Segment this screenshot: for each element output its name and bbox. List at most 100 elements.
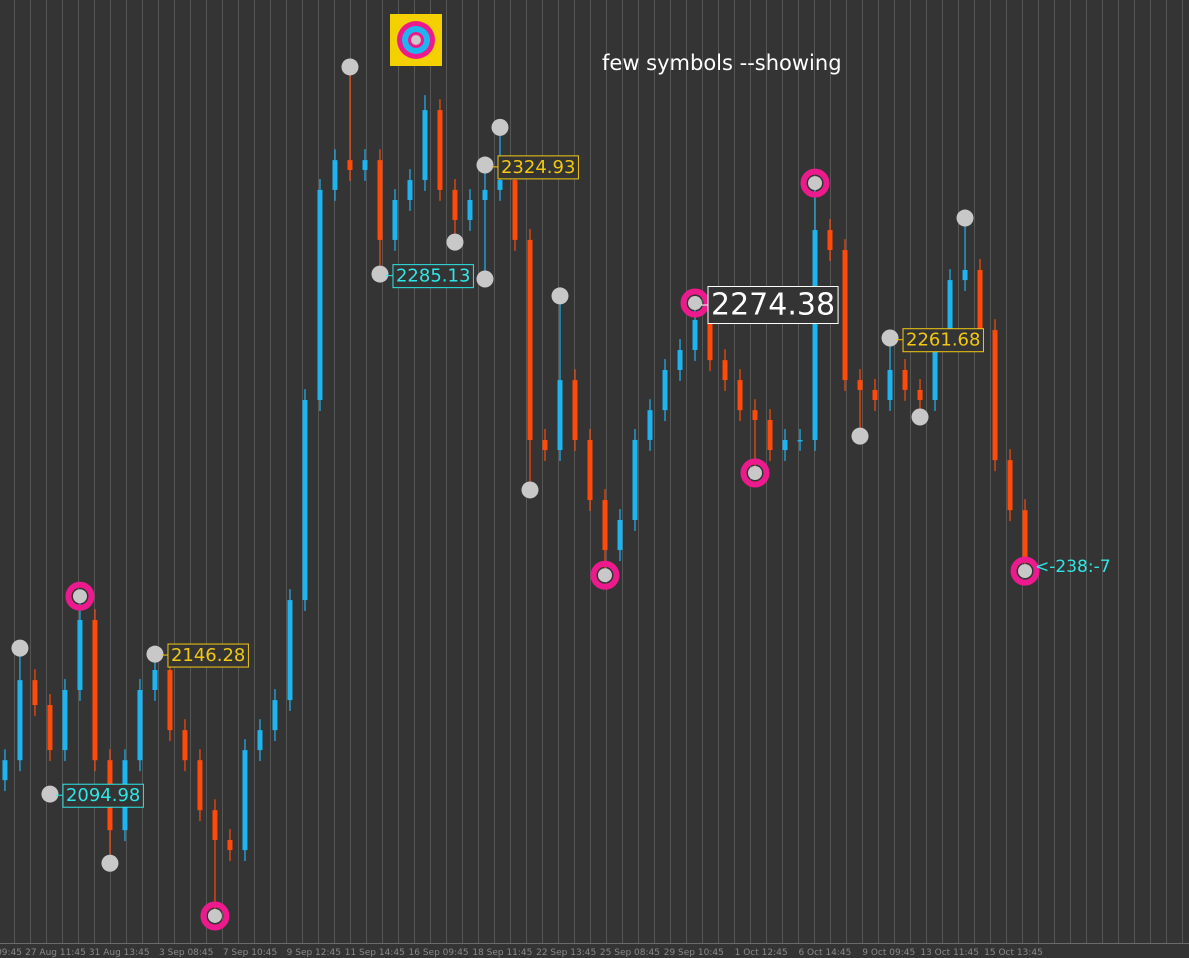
swing-point	[491, 118, 509, 136]
candle-body	[902, 369, 908, 390]
candle-body	[542, 439, 548, 451]
candle-body	[137, 689, 143, 761]
candle-body	[287, 600, 293, 701]
candle-body	[752, 410, 758, 420]
major-point-dot	[207, 908, 222, 923]
candle-body	[497, 180, 503, 190]
candle-body	[392, 200, 398, 240]
candle-body	[857, 380, 863, 390]
candle-body	[422, 110, 428, 181]
candle-body	[872, 389, 878, 401]
candle-body	[362, 160, 368, 170]
candle-body	[722, 360, 728, 381]
candle-body	[47, 705, 53, 751]
candle-body	[632, 439, 638, 521]
price-label: 2274.38	[711, 288, 835, 323]
candle-body	[737, 380, 743, 411]
x-tick-label: 1 Oct 12:45	[735, 948, 788, 958]
swing-point	[881, 329, 899, 347]
x-tick-label: 6 Oct 14:45	[798, 948, 851, 958]
major-point-dot	[72, 589, 87, 604]
swing-point	[551, 287, 569, 305]
candle-body	[272, 700, 278, 731]
candle-body	[1007, 460, 1013, 511]
candle-body	[437, 110, 443, 190]
major-point	[65, 581, 95, 611]
x-tick-label: 13 Oct 11:45	[920, 948, 979, 958]
x-tick-label: 31 Aug 13:45	[89, 948, 150, 958]
major-point-dot	[1018, 564, 1033, 579]
candle-body	[767, 419, 773, 451]
candle-body	[572, 380, 578, 440]
x-tick-label: 09:45	[0, 948, 22, 958]
price-label: 2146.28	[171, 645, 245, 666]
candle-body	[662, 369, 668, 411]
price-label-box	[707, 286, 839, 325]
x-tick-label: 15 Oct 13:45	[984, 948, 1043, 958]
candle-body	[692, 319, 698, 351]
candle-body	[887, 369, 893, 401]
candle-body	[977, 269, 983, 331]
candle-body	[617, 520, 623, 551]
candle-body	[917, 389, 923, 401]
candle-body	[317, 189, 323, 401]
swing-point	[476, 156, 494, 174]
swing-point	[371, 265, 389, 283]
candle-body	[527, 239, 533, 440]
x-tick-label: 3 Sep 08:45	[159, 948, 213, 958]
candle-body	[17, 680, 23, 761]
x-tick-label: 25 Sep 08:45	[600, 948, 660, 958]
major-point-dot	[748, 466, 763, 481]
swing-point	[911, 408, 929, 426]
swing-point	[341, 58, 359, 76]
candle-body	[812, 230, 818, 440]
candle-body	[32, 680, 38, 705]
x-tick-label: 18 Sep 11:45	[472, 948, 532, 958]
swing-point	[851, 427, 869, 445]
price-label: 2094.98	[66, 785, 140, 806]
candle-body	[347, 160, 353, 170]
candle-body	[1022, 510, 1028, 561]
candle-body	[452, 189, 458, 220]
top-icon-dot	[411, 35, 421, 45]
candle-body	[467, 200, 473, 220]
swing-point	[521, 481, 539, 499]
major-point	[590, 560, 620, 590]
x-tick-label: 11 Sep 14:45	[345, 948, 405, 958]
major-point	[740, 458, 770, 488]
candle-body	[332, 160, 338, 190]
swing-point	[11, 639, 29, 657]
major-point	[1010, 556, 1040, 586]
candle-body	[77, 620, 83, 690]
major-point-dot	[688, 296, 703, 311]
candle-body	[62, 689, 68, 751]
chart-title: few symbols --showing	[602, 51, 842, 75]
swing-point	[41, 785, 59, 803]
major-point-dot	[808, 176, 823, 191]
major-point	[680, 288, 710, 318]
candle-body	[257, 730, 263, 751]
price-label: 2285.13	[396, 266, 470, 287]
x-tick-label: 22 Sep 13:45	[536, 948, 596, 958]
swing-point	[446, 233, 464, 251]
candle-body	[992, 330, 998, 461]
candle-body	[242, 750, 248, 851]
candle-body	[512, 180, 518, 240]
swing-point	[956, 209, 974, 227]
candle-body	[92, 620, 98, 761]
candle-body	[377, 160, 383, 240]
candle-body	[557, 380, 563, 451]
candle-body	[962, 269, 968, 281]
major-point	[200, 901, 230, 931]
x-tick-label: 9 Sep 12:45	[287, 948, 341, 958]
swing-point	[476, 270, 494, 288]
candle-body	[302, 400, 308, 601]
candle-body	[407, 180, 413, 201]
candle-body	[602, 500, 608, 551]
candle-body	[152, 670, 158, 690]
candle-body	[947, 280, 953, 340]
swing-point	[101, 854, 119, 872]
candle-body	[647, 410, 653, 440]
major-point-dot	[598, 568, 613, 583]
